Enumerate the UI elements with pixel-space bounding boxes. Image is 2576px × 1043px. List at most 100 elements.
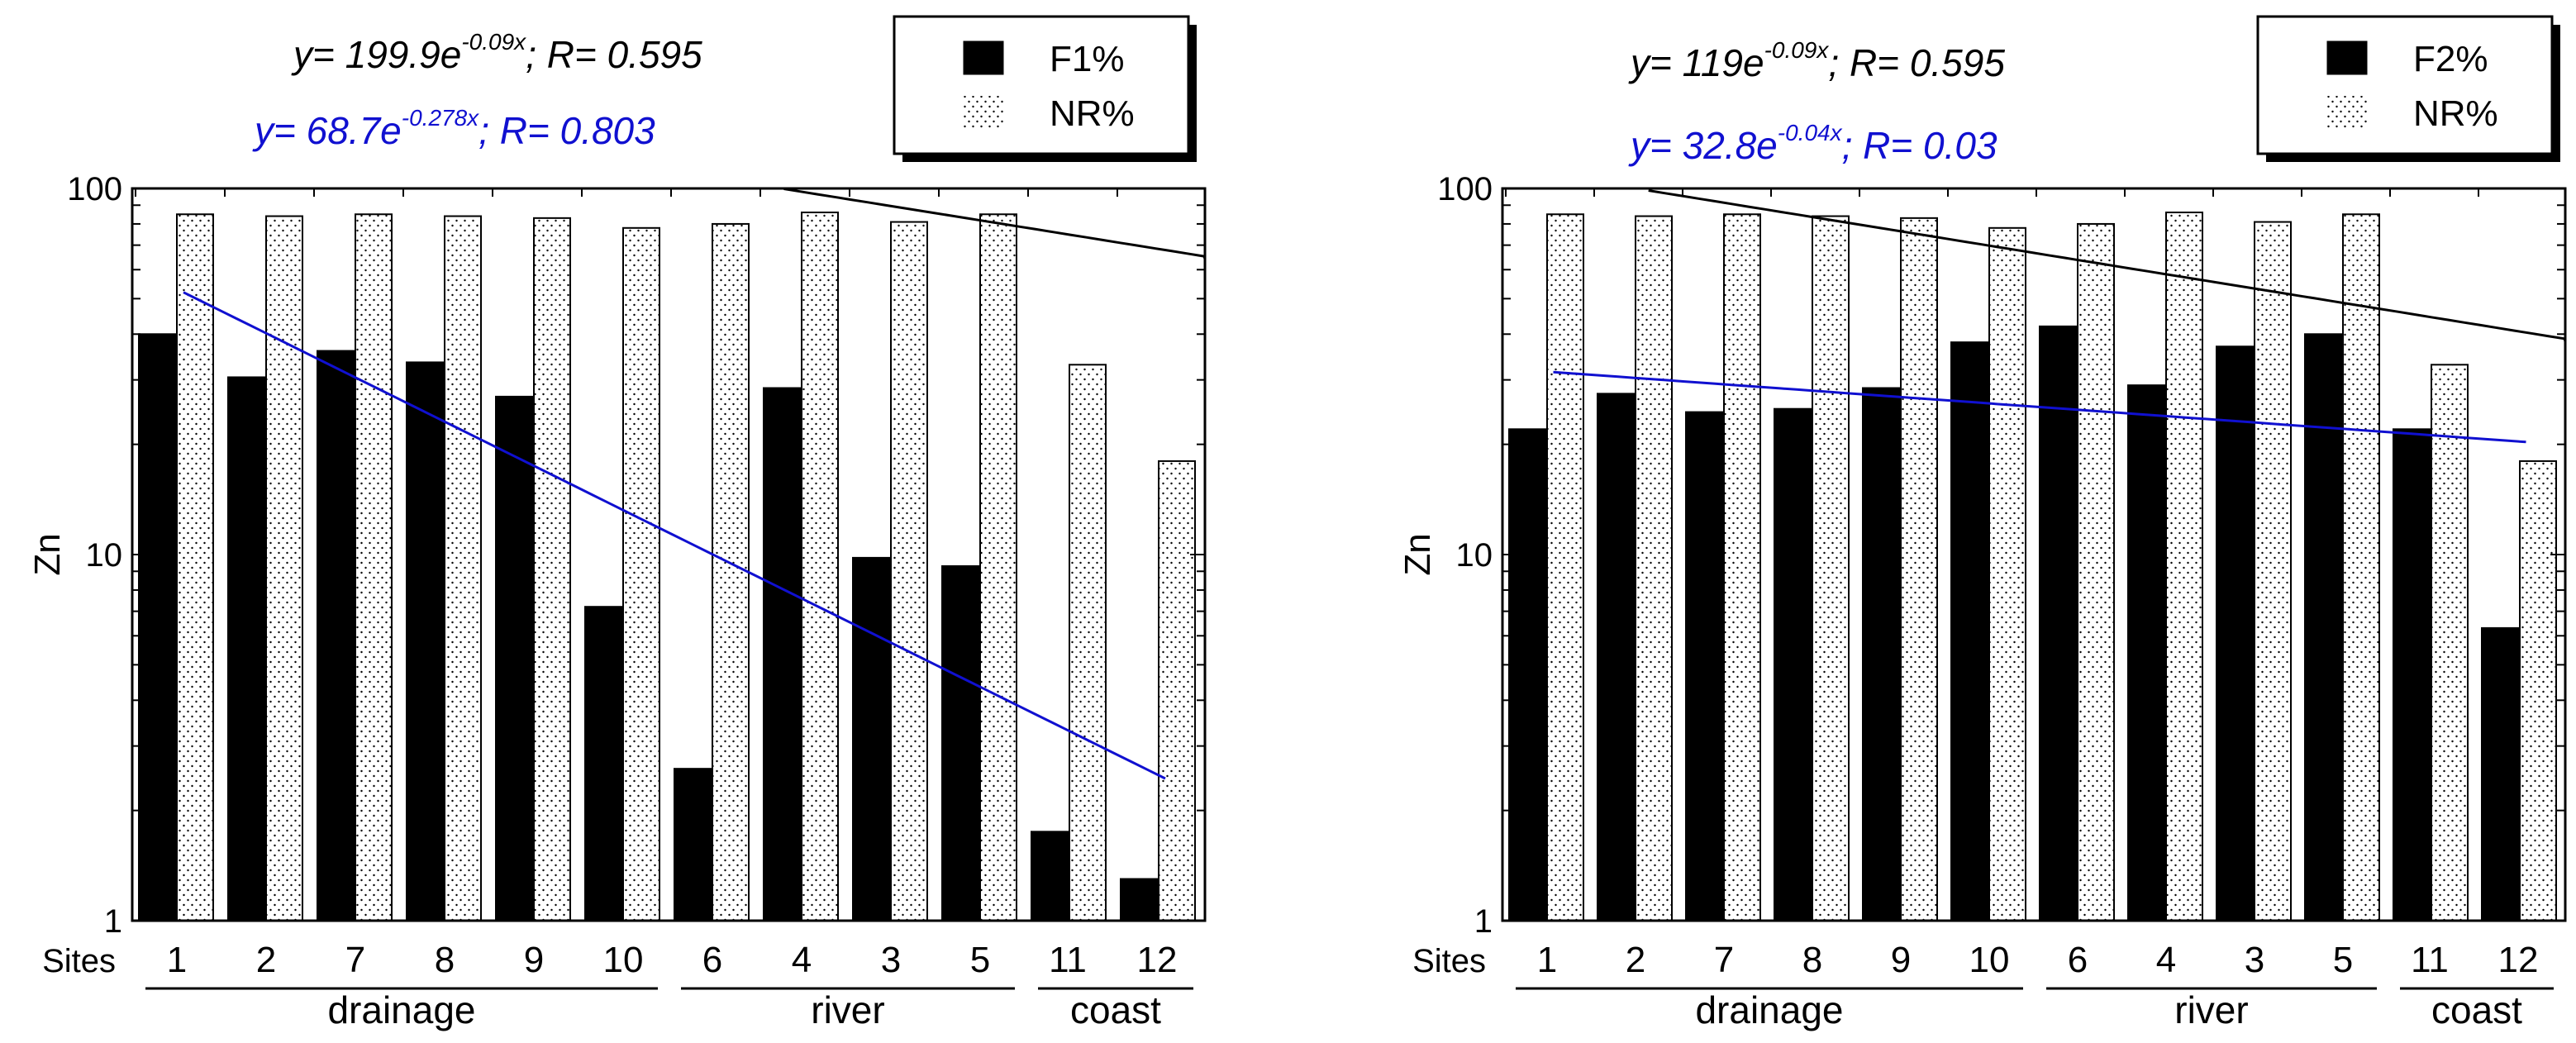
bar-fraction-7: [1685, 411, 1723, 922]
bar-fraction-2: [227, 376, 265, 922]
bar-fraction-1: [1508, 428, 1546, 922]
bar-nr-2: [1635, 215, 1673, 922]
equation-prefix: y= 68.7e: [252, 109, 402, 152]
series-nr-pct: [1546, 212, 2557, 922]
bar-nr-9: [533, 217, 571, 922]
group-label-drainage: drainage: [327, 988, 475, 1031]
bar-nr-3: [890, 221, 928, 922]
bar-nr-10: [1988, 226, 2026, 922]
x-tick-label: 6: [702, 940, 722, 980]
bar-fraction-8: [406, 361, 444, 922]
x-tick-label: 9: [1891, 940, 1911, 980]
group-label-coast: coast: [1070, 988, 1161, 1031]
bar-fraction-1: [138, 333, 176, 922]
bar-fraction-3: [852, 556, 890, 922]
x-tick-label: 12: [1137, 940, 1178, 980]
x-tick-label: 3: [2245, 940, 2264, 980]
y-axis-label: Zn: [1398, 533, 1438, 575]
y-tick-label: 1: [1474, 903, 1493, 940]
series-nr-pct: [176, 212, 1196, 922]
bar-fraction-2: [1597, 393, 1635, 922]
y-tick-label: 1: [104, 903, 122, 940]
fit-line-fraction: [183, 291, 1166, 780]
bar-fraction-6: [2039, 325, 2077, 922]
bar-fraction-11: [1031, 831, 1069, 922]
bar-nr-3: [2254, 221, 2292, 922]
equation-suffix: ; R= 0.595: [1828, 41, 2005, 84]
legend-box: [893, 15, 1190, 155]
y-axis-label: Zn: [27, 533, 68, 575]
x-tick-label: 10: [1969, 940, 2010, 980]
series-f1-pct: [138, 333, 1158, 922]
legend-swatch-dotted: [2327, 96, 2367, 129]
equation-exponent: -0.09x: [1764, 37, 1830, 63]
legend-swatch-dotted: [964, 96, 1003, 129]
x-tick-label: 11: [1049, 940, 1087, 980]
x-tick-label: 3: [881, 940, 901, 980]
y-axis-ticks: [1502, 188, 2565, 922]
x-tick-label: 4: [2156, 940, 2176, 980]
bar-nr-4: [801, 212, 839, 922]
legend-swatch-solid: [2326, 40, 2368, 75]
bar-fraction-9: [1862, 387, 1900, 922]
bar-nr-5: [979, 213, 1017, 922]
bar-fraction-5: [941, 564, 979, 922]
group-label-river: river: [2174, 988, 2248, 1031]
y-tick-label: 100: [1437, 171, 1493, 207]
x-tick-label: 1: [167, 940, 187, 980]
x-tick-label: 4: [792, 940, 812, 980]
bar-nr-10: [622, 226, 660, 922]
x-tick-label: 7: [1714, 940, 1734, 980]
bar-fraction-10: [584, 606, 622, 922]
x-tick-label: 6: [2068, 940, 2088, 980]
equation-exponent: -0.04x: [1778, 120, 1843, 145]
legend-label: F1%: [1050, 39, 1124, 79]
bar-nr-7: [355, 213, 393, 922]
x-tick-label: 11: [2411, 940, 2449, 980]
equation-prefix: y= 199.9e: [291, 33, 461, 76]
equation-exponent: -0.09x: [461, 29, 526, 55]
bar-nr-12: [2519, 460, 2557, 922]
equation-prefix: y= 32.8e: [1628, 124, 1778, 167]
x-tick-label: 2: [256, 940, 276, 980]
fit-line-nr: [1648, 189, 2567, 347]
bar-nr-8: [444, 215, 482, 922]
fit-line-nr: [783, 188, 1207, 264]
bar-fraction-6: [674, 768, 712, 922]
fit-equation-fraction: y= 68.7e-0.278x; R= 0.803: [252, 105, 655, 152]
bar-fraction-11: [2393, 428, 2431, 922]
bar-fraction-12: [2481, 626, 2519, 922]
legend-swatch-solid: [963, 40, 1004, 75]
bar-nr-11: [2431, 364, 2469, 922]
bar-fraction-4: [2127, 384, 2165, 922]
y-axis-ticks: [132, 188, 1205, 922]
bar-nr-5: [2342, 213, 2380, 922]
legend-label: NR%: [1050, 93, 1135, 134]
y-tick-label: 10: [1456, 537, 1493, 574]
x-tick-label: 8: [1802, 940, 1822, 980]
bar-nr-11: [1069, 364, 1107, 922]
bar-nr-4: [2165, 212, 2203, 922]
bar-nr-2: [265, 215, 303, 922]
group-label-river: river: [811, 988, 884, 1031]
group-label-coast: coast: [2431, 988, 2522, 1031]
x-tick-label: 9: [524, 940, 544, 980]
y-tick-label: 100: [67, 171, 122, 207]
bar-fraction-9: [495, 395, 533, 922]
fit-line-fraction: [1553, 370, 2526, 444]
x-tick-label: 5: [970, 940, 990, 980]
bar-nr-6: [2077, 222, 2115, 922]
equation-suffix: ; R= 0.803: [479, 109, 655, 152]
equation-exponent: -0.278x: [402, 105, 479, 131]
bar-fraction-3: [2216, 345, 2254, 922]
x-axis-prefix: Sites: [42, 943, 116, 979]
x-tick-label: 8: [435, 940, 455, 980]
bar-nr-1: [176, 213, 214, 922]
bar-fraction-12: [1120, 878, 1158, 922]
legend: F1% NR%: [893, 15, 1197, 162]
bar-nr-7: [1723, 213, 1761, 922]
x-tick-label: 10: [603, 940, 644, 980]
